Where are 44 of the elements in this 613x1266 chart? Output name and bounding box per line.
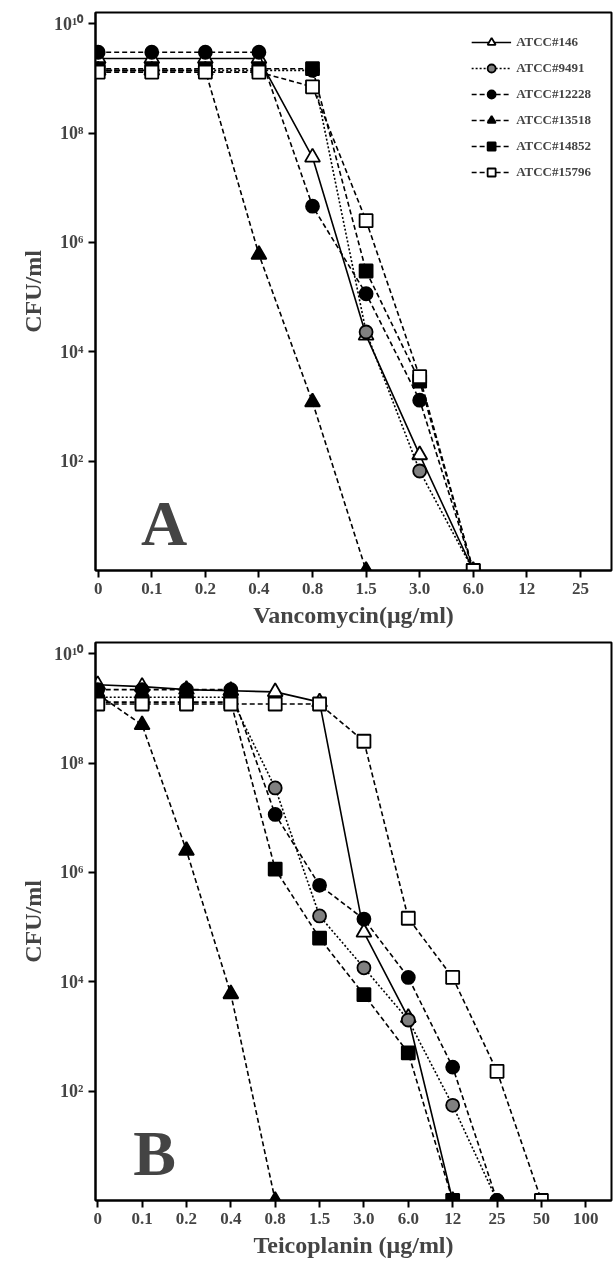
y-tick-label: 10⁶ [60,862,85,883]
x-axis-title: Vancomycin(μg/ml) [253,601,454,628]
x-tick-label: 0.4 [220,1208,242,1228]
x-tick-label: 6.0 [462,578,484,598]
x-tick-label: 0.2 [175,1208,198,1228]
x-tick-label: 0.8 [264,1208,286,1228]
x-tick-label: 3.0 [409,578,431,598]
legend-label: ATCC#14852 [516,138,591,154]
annotation: B [133,1118,176,1190]
x-tick-label: 6.0 [397,1208,419,1228]
x-tick-label: 3.0 [353,1208,375,1228]
y-tick-label: 10⁸ [60,753,85,774]
y-axis-title: CFU/ml [20,879,47,963]
x-tick-label: 100 [573,1208,599,1228]
legend-label: ATCC#12228 [516,86,591,102]
x-tick-label: 12 [518,578,536,598]
x-tick-label: 0 [93,578,103,598]
y-tick-label: 10⁶ [60,232,85,253]
legend-label: ATCC#146 [516,34,578,50]
x-tick-label: 1.5 [308,1208,331,1228]
legend-label: ATCC#9491 [516,60,585,76]
x-tick-label: 0.1 [141,578,163,598]
y-tick-label: 10¹⁰ [54,13,85,34]
x-axis-title: Teicoplanin (μg/ml) [253,1231,454,1258]
x-tick-label: 0.4 [248,578,271,598]
y-tick-label: 10⁸ [60,123,85,144]
legend-label: ATCC#13518 [516,112,591,128]
x-tick-label: 25 [488,1208,506,1228]
y-tick-label: 10¹⁰ [54,643,85,664]
x-tick-label: 1.5 [355,578,377,598]
x-tick-label: 25 [571,578,589,598]
y-tick-label: 10⁴ [60,971,85,992]
x-tick-label: 0.2 [194,578,216,598]
x-tick-label: 12 [444,1208,462,1228]
x-tick-label: 0 [93,1208,102,1228]
y-tick-label: 10⁴ [60,341,85,362]
y-tick-label: 10² [60,451,84,472]
legend-label: ATCC#15796 [516,164,591,180]
y-axis-title: CFU/ml [20,249,47,333]
x-tick-label: 0.8 [301,578,324,598]
x-tick-label: 0.1 [131,1208,153,1228]
annotation: A [141,488,188,560]
y-tick-label: 10² [60,1081,84,1102]
x-tick-label: 50 [532,1208,550,1228]
